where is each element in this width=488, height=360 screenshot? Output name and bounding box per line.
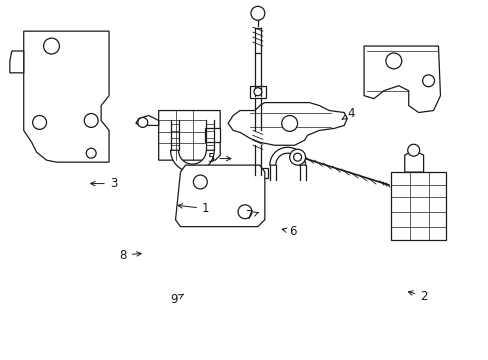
Circle shape bbox=[250, 6, 264, 20]
Circle shape bbox=[289, 149, 305, 165]
Text: 4: 4 bbox=[342, 107, 354, 120]
Polygon shape bbox=[136, 116, 158, 125]
Polygon shape bbox=[247, 168, 267, 178]
Polygon shape bbox=[269, 147, 305, 165]
Circle shape bbox=[238, 205, 251, 219]
Circle shape bbox=[422, 75, 434, 87]
Polygon shape bbox=[205, 129, 220, 142]
Circle shape bbox=[253, 88, 262, 96]
Polygon shape bbox=[228, 103, 346, 145]
Circle shape bbox=[86, 148, 96, 158]
Text: 1: 1 bbox=[178, 202, 209, 215]
Text: 7: 7 bbox=[245, 209, 258, 222]
Text: 6: 6 bbox=[282, 225, 296, 238]
Text: 9: 9 bbox=[170, 293, 183, 306]
Circle shape bbox=[138, 117, 147, 127]
Polygon shape bbox=[390, 172, 446, 239]
Circle shape bbox=[33, 116, 46, 129]
Circle shape bbox=[385, 53, 401, 69]
Circle shape bbox=[281, 116, 297, 131]
Circle shape bbox=[407, 144, 419, 156]
Circle shape bbox=[193, 175, 207, 189]
Text: 5: 5 bbox=[206, 152, 230, 165]
Polygon shape bbox=[10, 51, 24, 73]
Circle shape bbox=[84, 113, 98, 127]
Circle shape bbox=[43, 38, 60, 54]
Polygon shape bbox=[249, 86, 265, 98]
Text: 2: 2 bbox=[407, 289, 427, 303]
Polygon shape bbox=[364, 46, 440, 113]
Polygon shape bbox=[170, 150, 214, 172]
Polygon shape bbox=[24, 31, 109, 162]
Text: 3: 3 bbox=[90, 177, 117, 190]
Polygon shape bbox=[175, 165, 264, 227]
Polygon shape bbox=[404, 150, 423, 172]
Text: 8: 8 bbox=[119, 248, 141, 261]
Polygon shape bbox=[158, 111, 220, 160]
Circle shape bbox=[293, 153, 301, 161]
